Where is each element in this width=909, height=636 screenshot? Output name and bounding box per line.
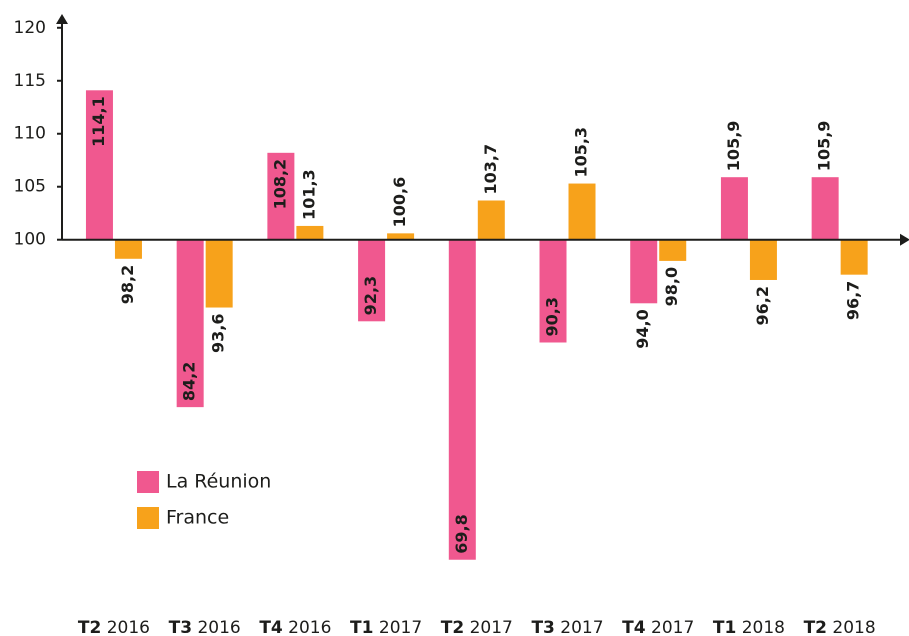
x-tick-year: 2017 — [646, 618, 695, 636]
bar — [539, 239, 567, 343]
value-label: 69,8 — [452, 514, 471, 553]
bar — [720, 177, 748, 240]
y-tick-label: 115 — [14, 71, 46, 91]
y-tick-label: 120 — [14, 18, 46, 38]
value-label: 114,1 — [89, 96, 108, 147]
x-tick-label: T2 2018 — [804, 618, 876, 636]
x-tick-label: T2 2016 — [78, 618, 150, 636]
x-tick-quarter: T1 — [713, 618, 736, 636]
value-label: 96,7 — [844, 281, 863, 320]
x-tick-label: T4 2017 — [622, 618, 694, 636]
bar — [630, 239, 658, 304]
bar — [568, 183, 596, 240]
x-tick-year: 2016 — [101, 618, 150, 636]
x-tick-year: 2017 — [555, 618, 604, 636]
x-tick-quarter: T4 — [622, 618, 646, 636]
y-tick-label: 110 — [14, 124, 46, 144]
legend-swatch — [137, 507, 159, 529]
y-tick-label: 100 — [14, 230, 46, 250]
value-label: 96,2 — [753, 286, 772, 325]
bar — [749, 239, 777, 280]
x-tick-year: 2017 — [373, 618, 422, 636]
x-tick-year: 2017 — [464, 618, 513, 636]
value-label: 90,3 — [543, 297, 562, 336]
x-tick-label: T1 2017 — [350, 618, 422, 636]
bar — [85, 90, 113, 240]
value-label: 105,9 — [724, 121, 743, 172]
bar — [811, 177, 839, 240]
value-label: 105,9 — [815, 121, 834, 172]
bar — [448, 239, 476, 560]
value-label: 98,0 — [662, 267, 681, 306]
x-tick-quarter: T4 — [259, 618, 283, 636]
value-label: 105,3 — [572, 127, 591, 178]
legend-label: La Réunion — [166, 471, 271, 493]
bar — [114, 239, 142, 259]
x-tick-quarter: T2 — [441, 618, 464, 636]
bar — [267, 152, 295, 240]
bar — [477, 200, 505, 240]
y-tick-label: 105 — [14, 177, 46, 197]
x-axis-arrow — [900, 233, 909, 246]
x-tick-label: T2 2017 — [441, 618, 513, 636]
x-tick-quarter: T1 — [350, 618, 373, 636]
value-label: 93,6 — [209, 314, 228, 353]
bar — [840, 239, 868, 275]
x-tick-quarter: T2 — [804, 618, 827, 636]
x-tick-label: T1 2018 — [713, 618, 785, 636]
bar — [387, 233, 415, 240]
bar — [296, 225, 324, 240]
legend-label: France — [166, 507, 229, 529]
bar — [358, 239, 386, 322]
value-label: 98,2 — [118, 265, 137, 304]
value-label: 94,0 — [633, 309, 652, 348]
y-axis-arrow — [56, 14, 68, 24]
x-tick-quarter: T3 — [169, 618, 192, 636]
value-label: 100,6 — [390, 177, 409, 228]
bar — [659, 239, 687, 261]
x-tick-quarter: T3 — [531, 618, 554, 636]
x-tick-label: T4 2016 — [259, 618, 331, 636]
x-tick-year: 2018 — [736, 618, 785, 636]
x-tick-label: T3 2016 — [169, 618, 241, 636]
x-tick-year: 2018 — [827, 618, 876, 636]
x-tick-year: 2016 — [283, 618, 332, 636]
value-label: 92,3 — [361, 276, 380, 315]
bar — [205, 239, 233, 308]
value-label: 103,7 — [481, 144, 500, 195]
value-label: 101,3 — [299, 169, 318, 220]
value-label: 84,2 — [180, 362, 199, 401]
value-label: 108,2 — [270, 159, 289, 210]
x-tick-year: 2016 — [192, 618, 241, 636]
x-tick-quarter: T2 — [78, 618, 101, 636]
x-tick-label: T3 2017 — [531, 618, 603, 636]
legend-swatch — [137, 471, 159, 493]
bar — [176, 239, 204, 408]
